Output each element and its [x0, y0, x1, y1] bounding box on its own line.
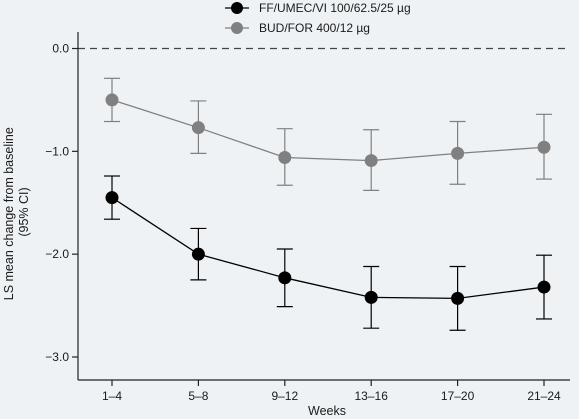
series-line	[111, 99, 545, 162]
legend-label: FF/UMEC/VI 100/62.5/25 µg	[259, 1, 411, 15]
y-tick-label: −1.0	[45, 144, 69, 158]
series-line	[111, 197, 545, 300]
legend-marker	[231, 2, 243, 14]
data-point	[451, 146, 465, 160]
x-tick-label: 13–16	[355, 389, 389, 403]
series-0	[104, 175, 552, 331]
y-axis-title-line2: (95% CI)	[17, 187, 31, 236]
data-point	[105, 93, 119, 107]
data-point	[364, 290, 378, 304]
x-tick-label: 21–24	[527, 389, 561, 403]
series-1	[104, 77, 552, 192]
legend: FF/UMEC/VI 100/62.5/25 µg BUD/FOR 400/12 …	[225, 1, 411, 35]
legend-item-0: FF/UMEC/VI 100/62.5/25 µg	[225, 1, 411, 15]
y-tick-label: −3.0	[45, 350, 69, 364]
series-layer	[104, 77, 552, 331]
legend-label: BUD/FOR 400/12 µg	[259, 21, 370, 35]
x-tick-label: 5–8	[188, 389, 208, 403]
data-point	[364, 154, 378, 168]
data-point	[451, 291, 465, 305]
y-tick-label: 0.0	[52, 42, 69, 56]
y-axis-title: LS mean change from baseline (95% CI)	[2, 124, 31, 301]
x-axis-title: Weeks	[308, 404, 346, 418]
y-tick-label: −2.0	[45, 247, 69, 261]
data-point	[537, 140, 551, 154]
x-tick-label: 9–12	[271, 389, 298, 403]
data-point	[191, 247, 205, 261]
legend-item-1: BUD/FOR 400/12 µg	[225, 21, 370, 35]
legend-marker	[231, 22, 243, 34]
data-point	[537, 280, 551, 294]
data-point	[105, 191, 119, 205]
x-tick-label: 1–4	[102, 389, 122, 403]
data-point	[191, 121, 205, 135]
data-point	[278, 271, 292, 285]
y-axis-title-line1: LS mean change from baseline	[2, 127, 16, 300]
x-tick-label: 17–20	[441, 389, 475, 403]
axes: 0.0 −1.0 −2.0 −3.0 1–4 5–8 9–12 13–16 17–20 21–24	[45, 32, 570, 403]
data-point	[278, 151, 292, 165]
